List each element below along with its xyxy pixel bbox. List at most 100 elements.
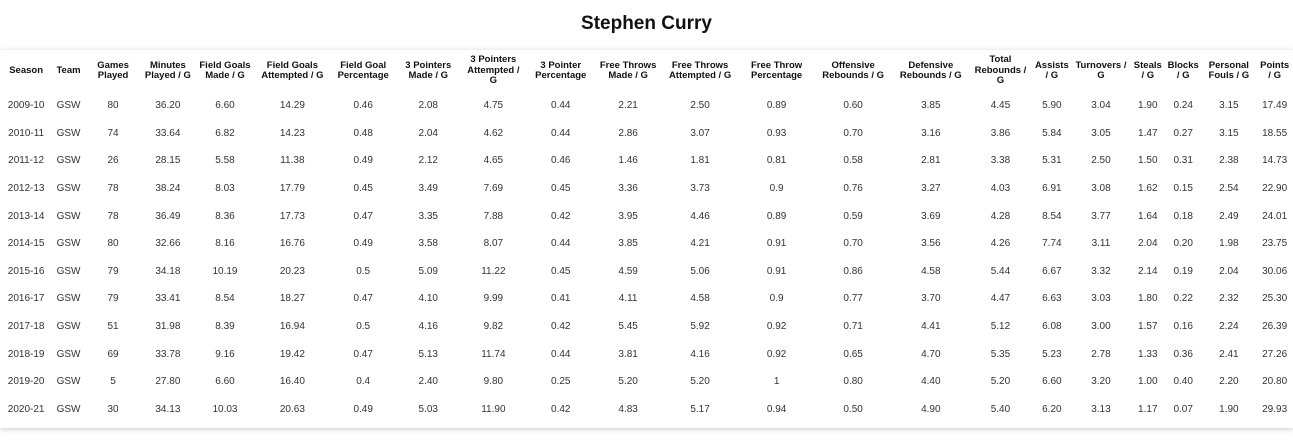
column-header: 3 Pointers Attempted / G <box>467 54 520 87</box>
table-cell: 10.19 <box>212 265 238 277</box>
table-cell: 0.45 <box>551 183 571 195</box>
table-cell: 0.92 <box>766 321 787 333</box>
table-cell: 9.16 <box>215 348 235 360</box>
table-cell: 0.42 <box>551 403 571 415</box>
table-cell: 6.91 <box>1042 183 1062 195</box>
table-cell: GSW <box>56 100 81 112</box>
column-header: Total Rebounds / G <box>974 54 1027 87</box>
table-cell: 0.92 <box>766 348 787 360</box>
table-cell: 2.86 <box>618 127 638 139</box>
table-cell: 3.95 <box>618 210 638 222</box>
table-cell: 3.85 <box>618 238 638 250</box>
table-cell: 20.80 <box>1262 376 1288 388</box>
table-cell: 4.70 <box>921 348 941 360</box>
table-body: 2009-10 GSW 80 36.20 6.60 14.29 0.46 2.08 4.75 0.… <box>0 92 1293 423</box>
table-cell: 6.60 <box>1042 376 1062 388</box>
table-cell: 3.86 <box>990 127 1011 139</box>
table-cell: 0.24 <box>1173 100 1193 112</box>
table-cell: 32.66 <box>155 238 181 250</box>
table-cell: 2.20 <box>1219 376 1239 388</box>
table-cell: 5.92 <box>690 321 710 333</box>
table-cell: 3.38 <box>990 155 1011 167</box>
table-cell: 9.99 <box>483 293 504 305</box>
table-cell: GSW <box>56 238 81 250</box>
table-cell: 26 <box>107 155 119 167</box>
table-cell: 30 <box>107 403 119 415</box>
table-cell: 0.89 <box>766 210 787 222</box>
table-cell: 10.03 <box>212 403 238 415</box>
table-cell: 17.79 <box>279 183 305 195</box>
table-cell: 3.11 <box>1091 238 1111 250</box>
table-cell: 5 <box>110 376 116 388</box>
table-row: 2010-11 GSW 74 33.64 6.82 14.23 0.48 2.04 4.62 0.… <box>0 120 1293 148</box>
table-cell: 3.32 <box>1091 265 1111 277</box>
table-cell: 23.75 <box>1262 238 1288 250</box>
table-cell: 3.35 <box>418 210 438 222</box>
table-row: 2015-16 GSW 79 34.18 10.19 20.23 0.5 5.09 11.22 0… <box>0 258 1293 286</box>
table-row: 2016-17 GSW 79 33.41 8.54 18.27 0.47 4.10 9.99 0.… <box>0 285 1293 313</box>
table-cell: GSW <box>56 265 81 277</box>
table-cell: 0.70 <box>843 127 863 139</box>
table-cell: 0.45 <box>353 183 373 195</box>
table-cell: 1.64 <box>1138 210 1158 222</box>
table-cell: 4.46 <box>690 210 710 222</box>
table-cell: 0.44 <box>551 100 571 112</box>
table-cell: 17.73 <box>279 210 305 222</box>
table-cell: 34.13 <box>155 403 181 415</box>
table-cell: 11.38 <box>280 155 305 167</box>
table-cell: 6.08 <box>1042 321 1062 333</box>
table-cell: 69 <box>107 348 119 360</box>
table-cell: 5.90 <box>1042 100 1062 112</box>
table-cell: 1.00 <box>1138 376 1158 388</box>
table-cell: 11.74 <box>481 348 506 360</box>
table-cell: 1.33 <box>1138 348 1158 360</box>
table-cell: 2.50 <box>1091 155 1111 167</box>
column-header: Personal Fouls / G <box>1208 59 1250 81</box>
table-cell: 3.56 <box>921 238 941 250</box>
table-cell: 1.81 <box>690 155 710 167</box>
table-cell: 0.25 <box>551 376 571 388</box>
column-header: Turnovers / G <box>1075 59 1127 81</box>
table-cell: 2.81 <box>921 155 941 167</box>
table-cell: 4.90 <box>921 403 941 415</box>
table-cell: 5.06 <box>690 265 710 277</box>
table-cell: 2012-13 <box>7 183 45 195</box>
table-cell: 2010-11 <box>8 127 45 139</box>
table-cell: 4.26 <box>990 238 1011 250</box>
table-cell: 6.63 <box>1042 293 1062 305</box>
table-cell: 4.65 <box>483 155 504 167</box>
table-cell: GSW <box>56 183 81 195</box>
table-cell: 2.40 <box>418 376 438 388</box>
table-cell: 34.18 <box>155 265 181 277</box>
table-cell: 4.40 <box>921 376 941 388</box>
table-cell: 0.81 <box>766 155 787 167</box>
column-header: Minutes Played / G <box>144 59 191 81</box>
table-cell: 25.30 <box>1262 293 1288 305</box>
table-cell: 1.90 <box>1138 100 1158 112</box>
table-cell: 3.49 <box>418 183 438 195</box>
column-header: Assists / G <box>1034 59 1069 81</box>
table-cell: 2.08 <box>418 100 438 112</box>
table-cell: 0.9 <box>769 293 784 305</box>
column-header: Free Throws Made / G <box>599 59 657 81</box>
table-cell: 18.27 <box>279 293 305 305</box>
table-row: 2012-13 GSW 78 38.24 8.03 17.79 0.45 3.49 7.69 0.… <box>0 175 1293 203</box>
table-cell: 0.76 <box>843 183 863 195</box>
table-cell: 4.83 <box>618 403 638 415</box>
table-row: 2011-12 GSW 26 28.15 5.58 11.38 0.49 2.12 4.65 0.… <box>0 147 1293 175</box>
column-header: Field Goals Made / G <box>199 59 251 81</box>
table-cell: 27.80 <box>155 376 181 388</box>
table-cell: 5.13 <box>418 348 438 360</box>
table-cell: 3.05 <box>1091 127 1111 139</box>
table-cell: 5.20 <box>990 376 1011 388</box>
table-cell: 4.21 <box>690 238 710 250</box>
table-cell: 3.69 <box>921 210 941 222</box>
table-cell: 3.15 <box>1219 100 1239 112</box>
table-cell: 1.17 <box>1138 403 1158 415</box>
table-cell: 3.85 <box>921 100 941 112</box>
table-cell: 3.16 <box>921 127 941 139</box>
table-cell: 0.5 <box>356 321 371 333</box>
table-cell: 36.20 <box>155 100 181 112</box>
table-cell: 27.26 <box>1262 348 1288 360</box>
